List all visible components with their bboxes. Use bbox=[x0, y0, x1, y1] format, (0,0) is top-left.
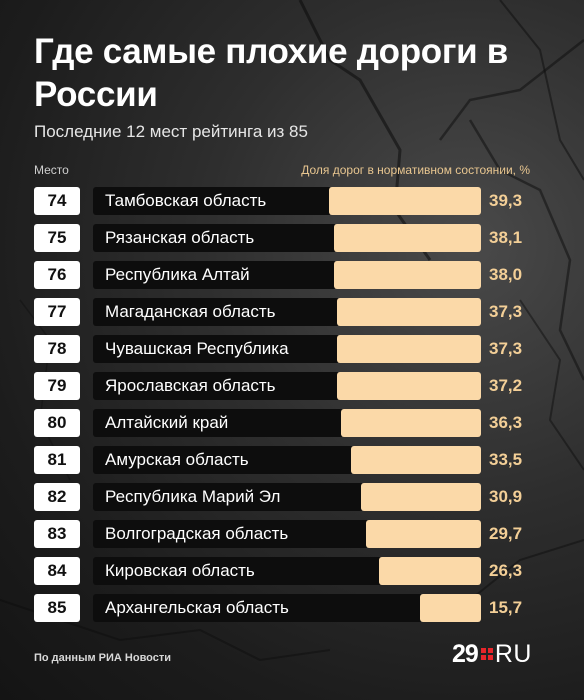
data-label: 37,2 bbox=[489, 376, 523, 395]
rank-label: 85 bbox=[34, 594, 80, 622]
rank-label: 82 bbox=[34, 483, 80, 511]
data-label: 29,7 bbox=[489, 524, 523, 543]
bar bbox=[351, 446, 481, 474]
bar bbox=[336, 335, 481, 363]
source-note: По данным РИА Новости bbox=[34, 652, 172, 664]
bar bbox=[340, 409, 481, 437]
data-label: 38,1 bbox=[489, 228, 523, 247]
bar-track bbox=[93, 261, 338, 289]
rank-label: 74 bbox=[34, 187, 80, 215]
bar bbox=[334, 261, 481, 289]
rank-label: 80 bbox=[34, 409, 80, 437]
rank-column-header: Место bbox=[34, 163, 69, 177]
data-label: 37,3 bbox=[489, 302, 523, 321]
bar bbox=[366, 520, 481, 548]
data-label: 37,3 bbox=[489, 339, 523, 358]
rank-label: 84 bbox=[34, 557, 80, 585]
logo-dots-icon bbox=[480, 648, 493, 660]
category-label: Рязанская область bbox=[105, 228, 255, 247]
bar bbox=[329, 187, 481, 215]
category-label: Магаданская область bbox=[105, 302, 276, 321]
category-label: Тамбовская область bbox=[105, 191, 267, 210]
rank-label: 79 bbox=[34, 372, 80, 400]
bar bbox=[333, 224, 481, 252]
rank-label: 81 bbox=[34, 446, 80, 474]
category-label: Чувашская Республика bbox=[105, 339, 289, 358]
logo-suffix: RU bbox=[494, 639, 532, 668]
site-logo: 29 RU bbox=[452, 639, 532, 668]
bar-track bbox=[93, 298, 340, 326]
category-label: Республика Марий Эл bbox=[105, 487, 281, 506]
bar-track bbox=[93, 446, 355, 474]
bar-track bbox=[93, 520, 370, 548]
rank-label: 76 bbox=[34, 261, 80, 289]
value-column-header: Доля дорог в нормативном состоянии, % bbox=[301, 163, 530, 177]
rank-label: 83 bbox=[34, 520, 80, 548]
chart-subtitle: Последние 12 мест рейтинга из 85 bbox=[34, 122, 308, 141]
bar bbox=[379, 557, 481, 585]
data-label: 30,9 bbox=[489, 487, 523, 506]
bar bbox=[337, 372, 481, 400]
chart-title: Где самые плохие дороги в России bbox=[34, 32, 509, 114]
category-label: Республика Алтай bbox=[105, 265, 250, 284]
logo-number: 29 bbox=[452, 639, 479, 668]
category-label: Архангельская область bbox=[105, 598, 289, 617]
rank-label: 77 bbox=[34, 298, 80, 326]
category-label: Ярославская область bbox=[105, 376, 276, 395]
bar-track bbox=[93, 594, 424, 622]
data-label: 36,3 bbox=[489, 413, 523, 432]
category-label: Кировская область bbox=[105, 561, 255, 580]
data-label: 26,3 bbox=[489, 561, 523, 580]
rank-label: 78 bbox=[34, 335, 80, 363]
bar-track bbox=[93, 557, 383, 585]
bar-track bbox=[93, 224, 337, 252]
category-label: Алтайский край bbox=[105, 413, 229, 432]
data-label: 33,5 bbox=[489, 450, 523, 469]
bar-track bbox=[93, 483, 365, 511]
bar-track bbox=[93, 187, 332, 215]
bar-track bbox=[93, 372, 341, 400]
bar bbox=[420, 594, 481, 622]
bar-track bbox=[93, 409, 344, 437]
rank-label: 75 bbox=[34, 224, 80, 252]
bar bbox=[361, 483, 481, 511]
data-label: 38,0 bbox=[489, 265, 523, 284]
data-label: 15,7 bbox=[489, 598, 523, 617]
bar bbox=[336, 298, 481, 326]
category-label: Амурская область bbox=[105, 450, 249, 469]
bar-track bbox=[93, 335, 340, 363]
category-label: Волгоградская область bbox=[105, 524, 289, 543]
data-label: 39,3 bbox=[489, 191, 523, 210]
